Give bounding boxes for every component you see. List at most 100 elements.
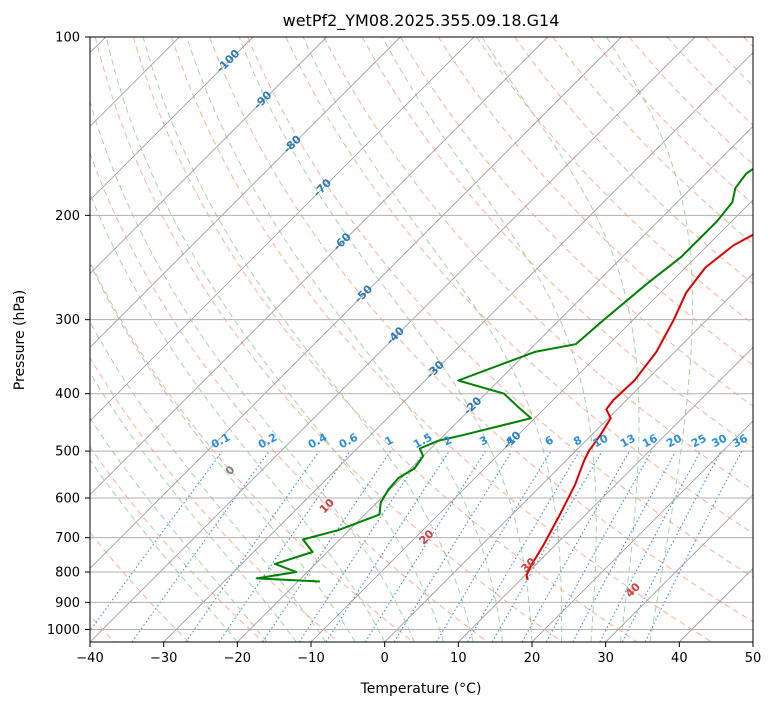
y-tick-label: 500 [55, 445, 80, 460]
dry-adiabat-line [90, 531, 190, 642]
dry-adiabat-line [552, 37, 753, 245]
isotherm-label: -30 [424, 358, 447, 381]
x-tick-label: 20 [524, 651, 541, 666]
x-tick-label: −10 [297, 651, 324, 666]
mixing-ratio-line [545, 450, 653, 642]
isotherm-line [90, 37, 401, 348]
profile-lines [255, 167, 753, 583]
moist-adiabat-line [90, 417, 268, 642]
moist-adiabats [90, 37, 693, 642]
mixing-ratio-line [131, 450, 270, 642]
mixing-ratio-line [218, 450, 351, 642]
moist-adiabat-line [90, 192, 386, 642]
dry-adiabat-line [90, 446, 264, 642]
y-tick-label: 300 [55, 313, 80, 328]
x-tick-label: −40 [76, 651, 103, 666]
plot-frame [89, 36, 754, 643]
x-axis-label: Temperature (°C) [360, 681, 482, 697]
temperature-profile [525, 233, 753, 581]
reference-labels: -100-90-80-70-60-50-40-30-20-100.1 0.2 0.4… [209, 47, 750, 601]
moist-adiabat-line [186, 37, 503, 642]
moist-adiabat-line [90, 321, 327, 642]
y-tick-label: 900 [55, 596, 80, 611]
x-tick-label: 40 [671, 651, 688, 666]
y-axis-label: Pressure (hPa) [12, 290, 28, 390]
moist-adiabat-line [90, 459, 238, 642]
isotherm-line [163, 52, 753, 642]
chart-title: wetPf2_YM08.2025.355.09.18.G14 [283, 11, 560, 31]
x-tick-label: 30 [597, 651, 614, 666]
moist-adiabat-line [302, 37, 563, 642]
dry-adiabat-line [399, 37, 753, 407]
dry-adiabat-label: 10 [317, 496, 337, 516]
y-tick-label: 400 [55, 387, 80, 402]
isotherm-line [90, 37, 548, 496]
mixing-ratio-line [262, 450, 392, 642]
isotherm-line [90, 37, 475, 422]
dry-adiabat-label: 0 [223, 463, 238, 478]
x-tick-label: −30 [150, 651, 177, 666]
mixing-ratio-label: 2 [441, 433, 454, 448]
mixing-ratio-label: 3 [477, 433, 490, 448]
isotherms [90, 37, 753, 642]
dry-adiabat-line [90, 260, 414, 642]
mixing-ratio-label: 20 [664, 431, 684, 450]
dry-adiabat-line [90, 356, 339, 642]
isotherm-line [679, 567, 753, 642]
isotherm-line [310, 199, 753, 642]
isotherm-line [90, 37, 327, 275]
isotherm-label: -50 [352, 282, 375, 305]
dry-adiabat-line [704, 37, 753, 87]
mixing-ratio-label: 0.1 [209, 431, 232, 452]
isotherm-label: -70 [311, 176, 334, 199]
mixing-ratio-label: 10 [591, 431, 611, 450]
dry-adiabat-line [247, 37, 753, 578]
isotherm-line [752, 641, 753, 642]
mixing-ratio-label: 8 [571, 433, 584, 448]
x-tick-label: 0 [381, 651, 389, 666]
dry-adiabat-line [437, 37, 753, 366]
mixing-ratio-line [572, 450, 677, 642]
dry-adiabat-line [323, 37, 753, 491]
mixing-ratio-line [467, 450, 580, 642]
isotherm-line [90, 37, 254, 201]
isotherm-line [90, 37, 696, 642]
y-tick-label: 700 [55, 531, 80, 546]
dry-adiabat-line [171, 37, 712, 642]
isotherm-label: -90 [251, 88, 274, 111]
moist-adiabat-line [481, 37, 640, 642]
dry-adiabat-line [94, 37, 563, 642]
dry-adiabat-label: 20 [417, 527, 437, 547]
y-tick-label: 1000 [47, 623, 80, 638]
moist-adiabat-line [238, 37, 533, 642]
moist-adiabat-line [90, 262, 356, 642]
mixing-ratio-line [325, 450, 450, 642]
y-tick-label: 600 [55, 492, 80, 507]
x-tick-label: 10 [450, 651, 467, 666]
isotherm-label: -60 [330, 230, 353, 253]
mixing-ratio-label: 16 [640, 432, 660, 451]
x-axis: −40 −30 −20 −10 0 10 20 30 40 50 [76, 642, 761, 666]
dry-adiabat-line [90, 152, 488, 642]
moist-adiabat-line [142, 37, 474, 642]
mixing-ratio-label: 0.4 [306, 431, 330, 452]
mixing-ratio-lines [90, 450, 743, 642]
mixing-ratio-label: 1 [383, 433, 396, 448]
moist-adiabat-line [105, 37, 445, 642]
moist-adiabat-line [90, 371, 297, 642]
isotherm-line [237, 125, 753, 642]
isotherm-line [90, 37, 622, 569]
mixing-ratio-line [521, 450, 630, 642]
x-tick-label: −20 [224, 651, 251, 666]
isotherm-line [384, 273, 753, 642]
moist-adiabat-line [606, 37, 693, 642]
mixing-ratio-label: 25 [689, 432, 709, 451]
moist-adiabat-line [381, 37, 597, 642]
mixing-ratio-label: 36 [730, 432, 750, 451]
mixing-ratio-line [599, 450, 701, 642]
x-tick-label: 50 [745, 651, 762, 666]
mixing-ratio-line [644, 450, 743, 642]
isotherm-line [531, 420, 753, 642]
mixing-ratio-label: 30 [710, 432, 730, 451]
